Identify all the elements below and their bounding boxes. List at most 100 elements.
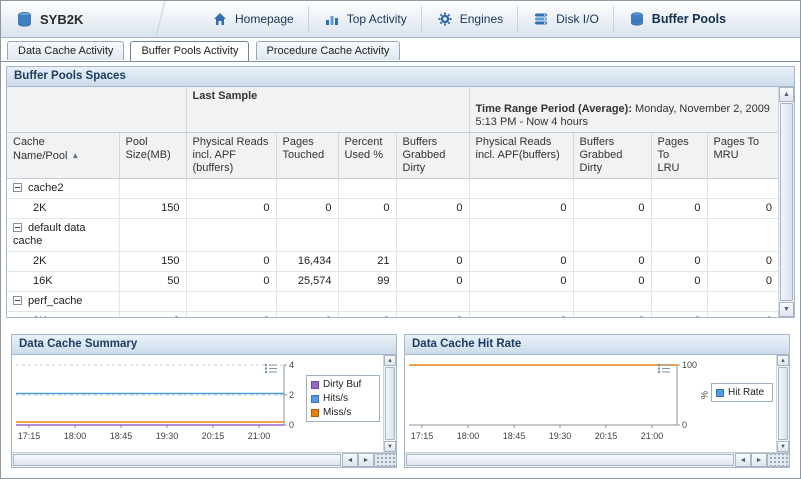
scroll-down-button[interactable]: ▼ bbox=[777, 441, 789, 452]
nav-buffer-pools[interactable]: Buffer Pools bbox=[613, 6, 740, 32]
legend-label: Miss/s bbox=[323, 407, 351, 418]
panel-title: Data Cache Summary bbox=[12, 335, 396, 355]
column-header-buffers-grabbed[interactable]: Buffers Grabbed Dirty bbox=[573, 133, 651, 179]
cache-group-row[interactable]: cache2 bbox=[7, 179, 778, 199]
value-cell bbox=[276, 179, 338, 199]
database-context: SYB2K bbox=[1, 10, 151, 28]
time-range-header: Time Range Period (Average):Monday, Nove… bbox=[469, 87, 778, 133]
scroll-left-button[interactable]: ◄ bbox=[735, 453, 751, 467]
column-header-pages-to[interactable]: Pages To MRU bbox=[707, 133, 778, 179]
bottom-charts-row: Data Cache Summary 02417:1518:0018:4519:… bbox=[6, 334, 795, 468]
value-cell: 150 bbox=[119, 199, 186, 219]
scroll-right-button[interactable]: ► bbox=[751, 453, 767, 467]
collapse-icon[interactable] bbox=[13, 183, 22, 192]
value-cell: 0 bbox=[396, 272, 469, 292]
y-tick-label: 2 bbox=[289, 390, 294, 400]
value-cell bbox=[186, 179, 276, 199]
value-cell bbox=[707, 179, 778, 199]
column-header-cache-name-pool[interactable]: Cache Name/Pool▲ bbox=[7, 133, 119, 179]
table-group-header-row: Last Sample Time Range Period (Average):… bbox=[7, 87, 778, 133]
cache-name-cell: 16K bbox=[7, 272, 119, 292]
column-header-buffers[interactable]: Buffers Grabbed Dirty bbox=[396, 133, 469, 179]
value-cell bbox=[119, 292, 186, 312]
column-header-physical-reads[interactable]: Physical Reads incl. APF(buffers) bbox=[469, 133, 573, 179]
scroll-up-button[interactable]: ▲ bbox=[777, 355, 789, 366]
value-cell bbox=[707, 292, 778, 312]
value-cell: 0 bbox=[186, 312, 276, 318]
column-header-pages[interactable]: Pages Touched bbox=[276, 133, 338, 179]
legend-swatch bbox=[311, 395, 319, 403]
chart-vertical-scrollbar[interactable]: ▲ ▼ bbox=[383, 355, 396, 452]
collapse-icon[interactable] bbox=[13, 223, 22, 232]
column-header-percent[interactable]: Percent Used % bbox=[338, 133, 396, 179]
main-content: Buffer Pools Spaces Last Sample Time Ra bbox=[1, 62, 800, 468]
chart-menu-icon[interactable] bbox=[264, 363, 278, 377]
value-cell: 0 bbox=[338, 199, 396, 219]
chart-vertical-scrollbar[interactable]: ▲ ▼ bbox=[776, 355, 789, 452]
pool-data-row[interactable]: 2K15000000000 bbox=[7, 199, 778, 219]
y-axis-label: % bbox=[699, 391, 709, 399]
scrollbar-track[interactable] bbox=[385, 366, 395, 441]
resize-grip[interactable] bbox=[767, 453, 789, 467]
scrollbar-thumb[interactable] bbox=[13, 454, 341, 466]
table-vertical-scrollbar[interactable]: ▲ ▼ bbox=[778, 87, 794, 317]
scroll-left-button[interactable]: ◄ bbox=[342, 453, 358, 467]
scroll-up-button[interactable]: ▲ bbox=[384, 355, 396, 366]
chart-menu-icon[interactable] bbox=[657, 363, 671, 377]
scroll-down-button[interactable]: ▼ bbox=[779, 302, 794, 317]
cache-group-row[interactable]: perf_cache bbox=[7, 292, 778, 312]
tab-data-cache-activity[interactable]: Data Cache Activity bbox=[7, 41, 124, 60]
legend-item: Miss/s bbox=[311, 407, 375, 418]
home-icon bbox=[211, 10, 229, 28]
column-header-pages-to[interactable]: Pages To LRU bbox=[651, 133, 707, 179]
legend-item: Dirty Buf bbox=[311, 379, 375, 390]
database-icon bbox=[15, 10, 33, 28]
value-cell bbox=[186, 292, 276, 312]
buffer-pools-spaces-panel: Buffer Pools Spaces Last Sample Time Ra bbox=[6, 66, 795, 318]
table-column-header-row: Cache Name/Pool▲Pool Size(MB)Physical Re… bbox=[7, 133, 778, 179]
tab-bar: Data Cache Activity Buffer Pools Activit… bbox=[1, 38, 800, 62]
scrollbar-thumb[interactable] bbox=[385, 367, 395, 440]
scroll-up-button[interactable]: ▲ bbox=[779, 87, 794, 102]
legend-swatch bbox=[716, 389, 724, 397]
value-cell: 0 bbox=[651, 312, 707, 318]
cache-group-row[interactable]: default data cache bbox=[7, 219, 778, 252]
line-chart-canvas: 010017:1518:0018:4519:3020:1521:00% bbox=[405, 355, 781, 454]
value-cell bbox=[186, 219, 276, 252]
value-cell: 0 bbox=[573, 272, 651, 292]
value-cell: 0 bbox=[707, 199, 778, 219]
chart-horizontal-scrollbar[interactable]: ◄ ► bbox=[12, 452, 396, 467]
resize-grip[interactable] bbox=[374, 453, 396, 467]
scroll-down-button[interactable]: ▼ bbox=[384, 441, 396, 452]
value-cell: 0 bbox=[186, 199, 276, 219]
legend-item: Hit Rate bbox=[716, 387, 768, 398]
column-header-physical-reads[interactable]: Physical Reads incl. APF (buffers) bbox=[186, 133, 276, 179]
x-tick-label: 18:00 bbox=[457, 431, 480, 441]
scrollbar-track[interactable] bbox=[780, 102, 793, 302]
value-cell: 0 bbox=[469, 272, 573, 292]
value-cell bbox=[338, 292, 396, 312]
pool-data-row[interactable]: 16K50025,5749900000 bbox=[7, 272, 778, 292]
column-header-pool[interactable]: Pool Size(MB) bbox=[119, 133, 186, 179]
disk-stack-icon bbox=[532, 10, 550, 28]
collapse-icon[interactable] bbox=[13, 296, 22, 305]
tab-buffer-pools-activity[interactable]: Buffer Pools Activity bbox=[130, 41, 249, 61]
value-cell: 0 bbox=[469, 199, 573, 219]
pool-data-row[interactable]: 2K150016,4342100000 bbox=[7, 252, 778, 272]
x-tick-label: 21:00 bbox=[641, 431, 664, 441]
scrollbar-track[interactable] bbox=[778, 366, 788, 441]
scroll-right-button[interactable]: ► bbox=[358, 453, 374, 467]
scrollbar-thumb[interactable] bbox=[780, 103, 793, 301]
nav-engines[interactable]: Engines bbox=[421, 6, 517, 32]
nav-disk-io[interactable]: Disk I/O bbox=[517, 6, 613, 32]
scrollbar-thumb[interactable] bbox=[778, 367, 788, 440]
chart-horizontal-scrollbar[interactable]: ◄ ► bbox=[405, 452, 789, 467]
nav-top-activity[interactable]: Top Activity bbox=[308, 6, 421, 32]
nav-homepage[interactable]: Homepage bbox=[197, 6, 308, 32]
value-cell: 2 bbox=[119, 312, 186, 318]
value-cell bbox=[469, 219, 573, 252]
tab-procedure-cache-activity[interactable]: Procedure Cache Activity bbox=[256, 41, 401, 60]
pool-data-row[interactable]: 2K200000000 bbox=[7, 312, 778, 318]
scrollbar-thumb[interactable] bbox=[406, 454, 734, 466]
top-navigation-bar: SYB2K Homepage Top Activity bbox=[1, 1, 800, 38]
